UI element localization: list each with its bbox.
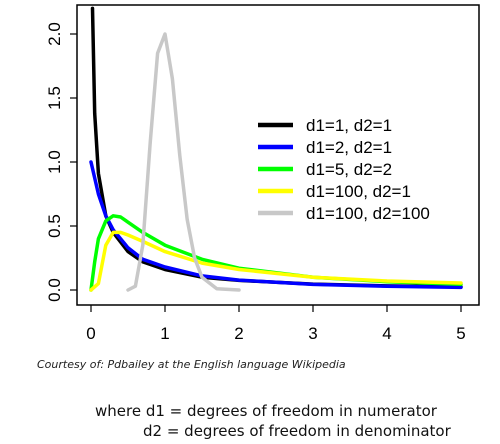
legend-label: d1=100, d2=100 <box>306 204 430 223</box>
y-tick-label: 2.0 <box>45 22 64 46</box>
x-axis: 0 1 2 3 4 5 <box>86 305 466 343</box>
series-line-2 <box>89 160 463 290</box>
plot-frame <box>76 4 480 306</box>
x-tick-label: 0 <box>86 324 95 343</box>
y-tick-label: 0.5 <box>45 214 64 238</box>
series-lines <box>89 6 463 292</box>
note-numerator: where d1 = degrees of freedom in numerat… <box>95 402 437 420</box>
y-tick-label: 1.0 <box>45 150 64 174</box>
legend: d1=1, d2=1 d1=2, d2=1 d1=5, d2=2 d1=100, d2… <box>258 116 430 223</box>
f-distribution-chart: 0.0 0.5 1.0 1.5 2.0 0 1 2 3 4 5 d1=1, d2=1 d1=2, d… <box>45 4 480 343</box>
y-tick-label: 1.5 <box>45 86 64 110</box>
y-axis: 0.0 0.5 1.0 1.5 2.0 <box>45 22 77 302</box>
legend-label: d1=2, d2=1 <box>306 138 392 157</box>
x-tick-label: 2 <box>234 324 243 343</box>
y-tick-label: 0.0 <box>45 278 64 302</box>
x-tick-label: 1 <box>160 324 169 343</box>
legend-label: d1=5, d2=2 <box>306 160 392 179</box>
legend-label: d1=100, d2=1 <box>306 182 411 201</box>
legend-label: d1=1, d2=1 <box>306 116 392 135</box>
x-tick-label: 4 <box>382 324 391 343</box>
x-tick-label: 3 <box>308 324 317 343</box>
series-line-5 <box>126 32 241 292</box>
x-tick-label: 5 <box>456 324 465 343</box>
image-credit-caption: Courtesy of: Pdbailey at the English lan… <box>37 358 346 371</box>
series-line-3 <box>89 214 463 292</box>
note-denominator: d2 = degrees of freedom in denominator <box>143 422 451 440</box>
